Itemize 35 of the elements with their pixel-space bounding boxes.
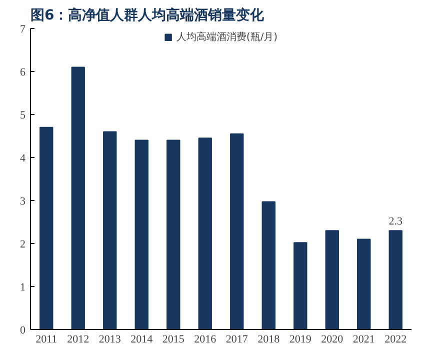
y-tick-label: 1 — [20, 282, 26, 294]
y-tick-label: 7 — [20, 24, 26, 36]
x-tick-label: 2021 — [352, 334, 375, 345]
bar — [40, 126, 54, 330]
x-tick-label: 2016 — [194, 334, 217, 345]
x-tick-label: 2019 — [289, 334, 312, 345]
legend-label: 人均高端酒消费(瓶/月) — [176, 30, 278, 44]
x-tick-label: 2022 — [384, 334, 407, 345]
y-tick-label: 0 — [20, 324, 26, 336]
x-tick-label: 2017 — [226, 334, 248, 345]
bar — [325, 230, 339, 330]
bar — [134, 140, 148, 330]
bar — [262, 201, 276, 330]
y-tick-label: 2 — [20, 238, 26, 250]
bar — [294, 242, 308, 330]
x-tick-label: 2014 — [130, 334, 154, 345]
y-tick-label: 6 — [20, 66, 26, 78]
bar — [388, 230, 402, 330]
bar — [230, 133, 244, 330]
bar — [103, 131, 117, 330]
y-tick-label: 4 — [20, 152, 26, 164]
x-tick-label: 2011 — [36, 334, 58, 345]
y-tick-label: 3 — [20, 196, 26, 208]
y-tick-label: 5 — [20, 110, 26, 122]
x-tick-label: 2015 — [162, 334, 185, 345]
bar — [357, 238, 371, 330]
bar — [198, 138, 212, 330]
chart-title: 图6：高净值人群人均高端酒销量变化 — [30, 6, 266, 24]
x-tick-label: 2013 — [98, 334, 122, 345]
x-tick-label: 2020 — [321, 334, 344, 345]
data-label: 2.3 — [388, 216, 403, 228]
bar — [71, 66, 85, 330]
bar — [166, 140, 180, 330]
x-tick-label: 2018 — [258, 334, 280, 345]
x-tick-label: 2012 — [67, 334, 90, 345]
